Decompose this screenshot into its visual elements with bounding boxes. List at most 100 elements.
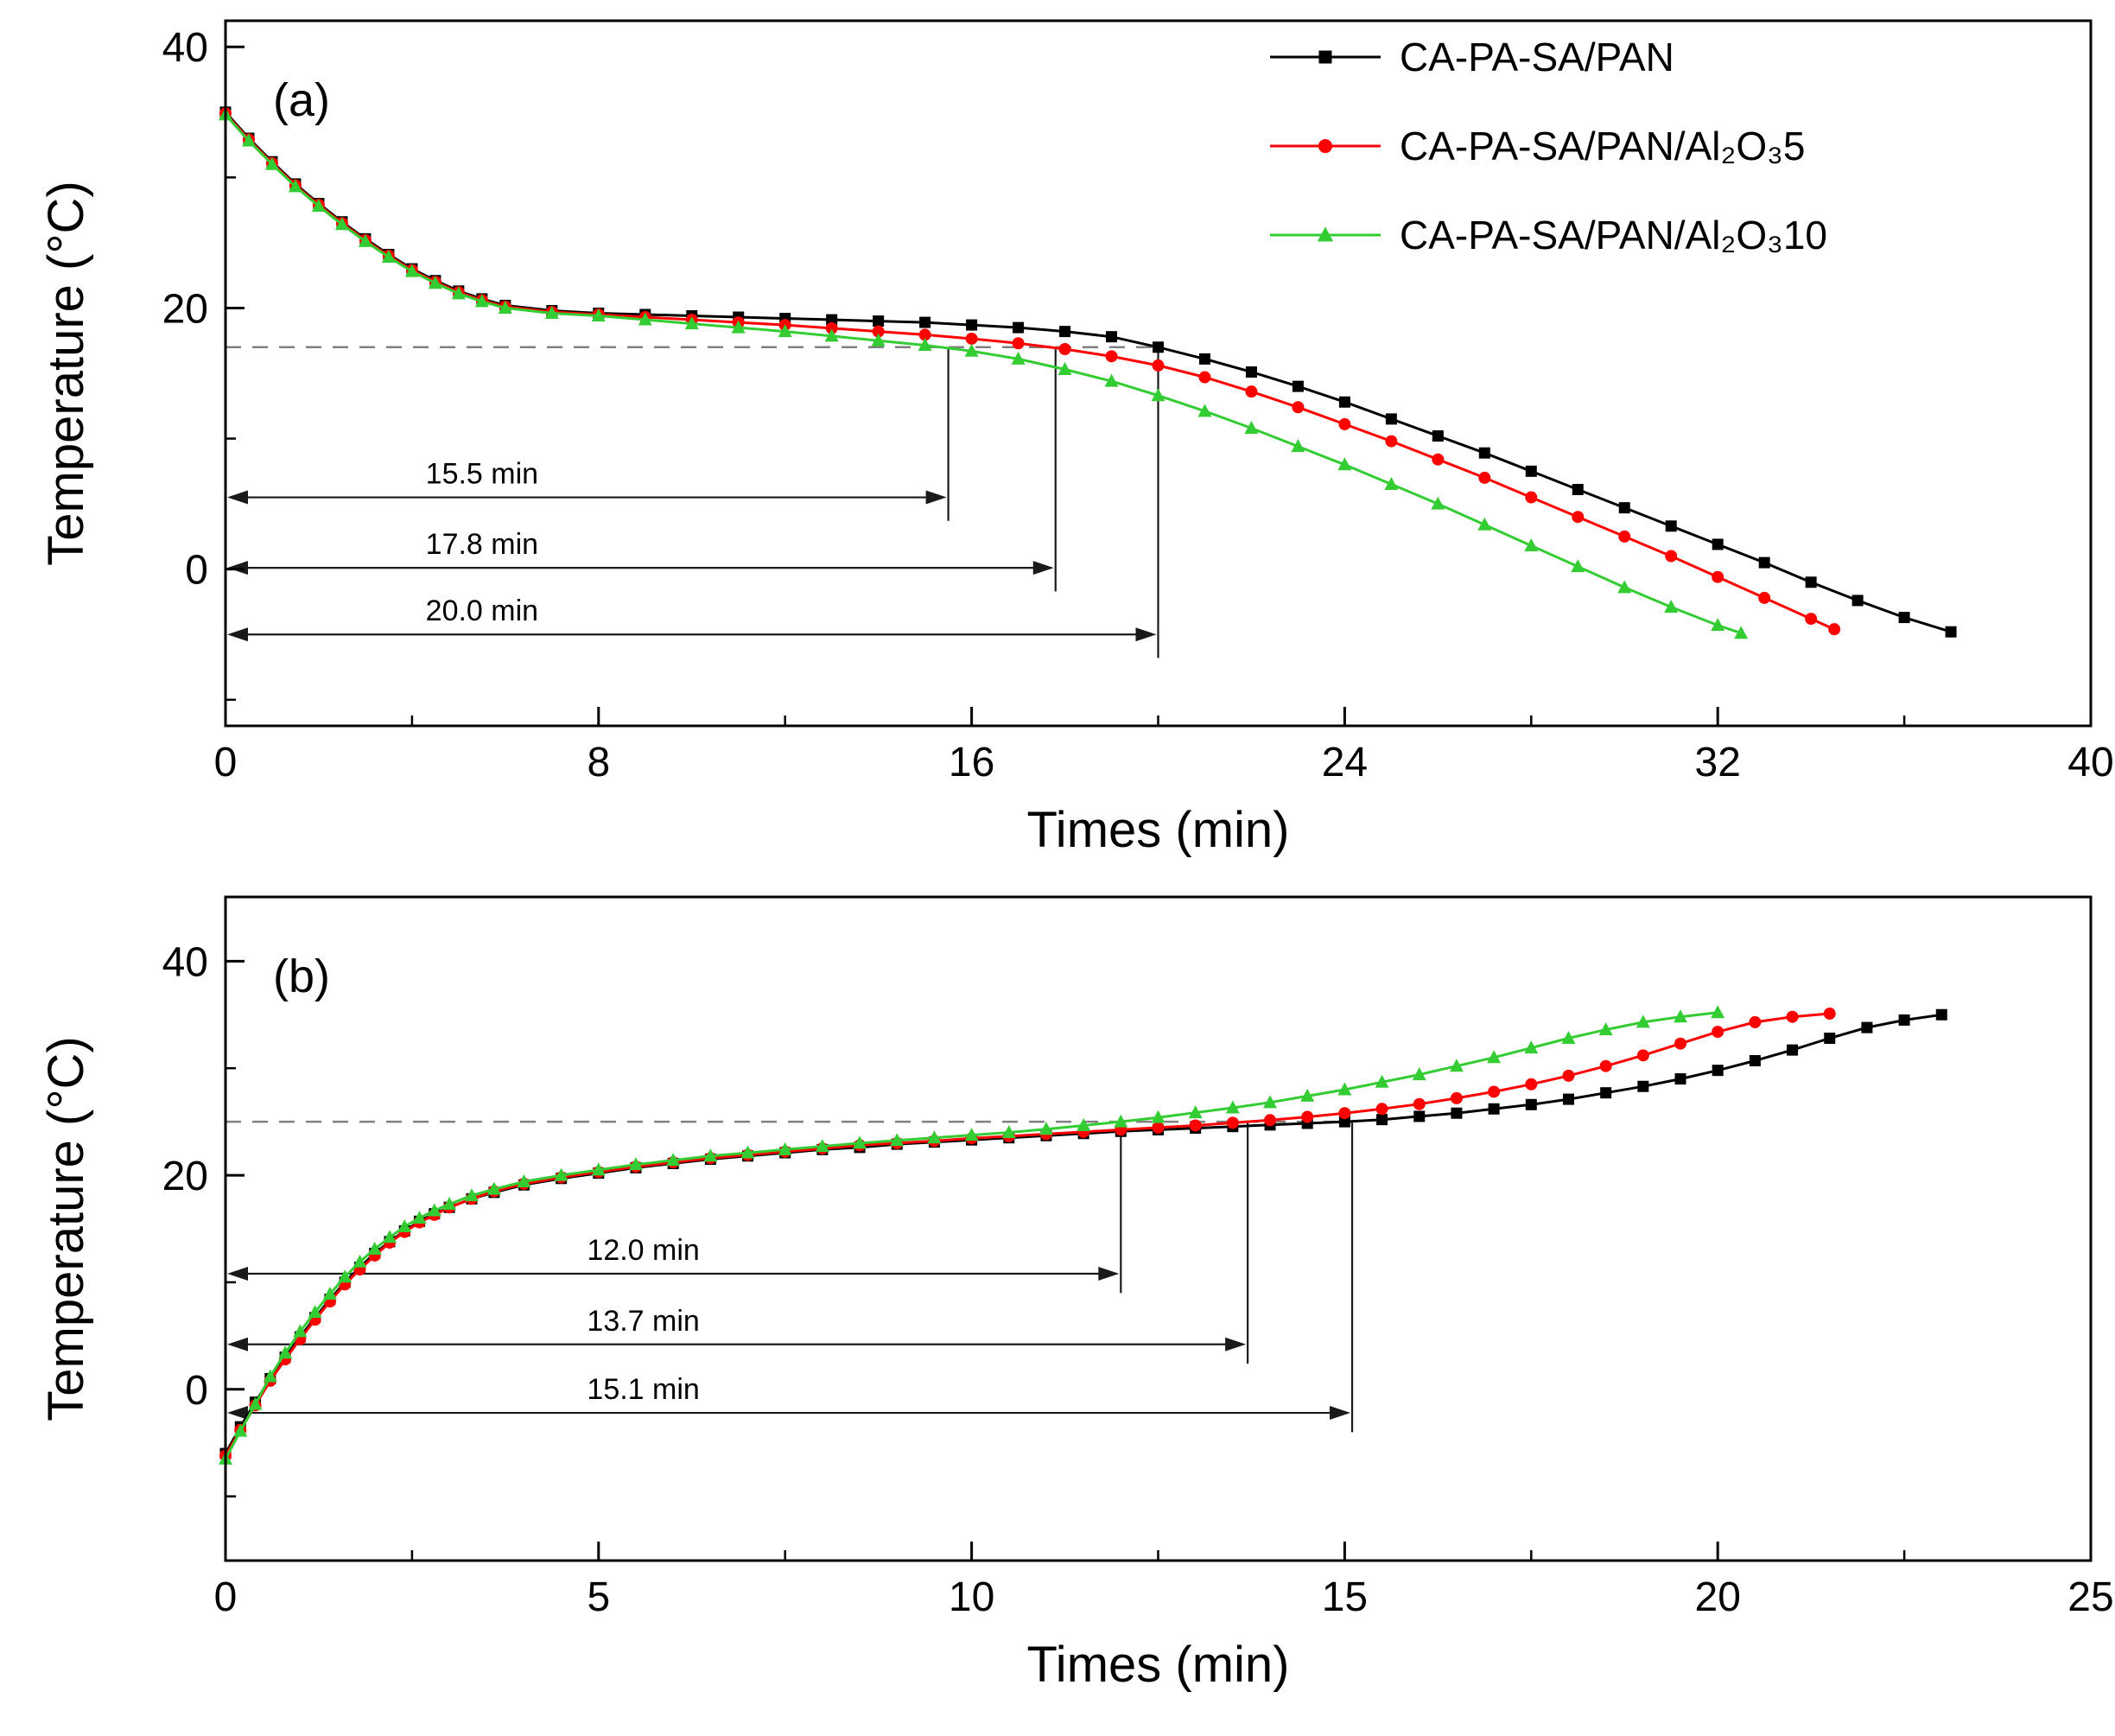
square-marker: [1898, 612, 1910, 624]
circle-marker: [1338, 417, 1351, 430]
circle-marker: [1301, 1110, 1314, 1123]
triangle-marker: [1225, 1100, 1240, 1114]
arrowhead-left-icon: [227, 490, 248, 505]
x-tick-label: 15: [1322, 1574, 1368, 1620]
triangle-marker: [591, 1162, 606, 1176]
circle-marker: [1749, 1015, 1762, 1028]
circle-marker: [1665, 550, 1678, 563]
square-marker: [826, 314, 838, 326]
circle-marker: [1058, 343, 1071, 356]
y-tick-label: 40: [162, 939, 208, 985]
x-axis-title: Times (min): [1027, 802, 1290, 858]
triangle-marker: [853, 1135, 867, 1149]
circle-marker: [1712, 570, 1724, 583]
circle-marker: [1245, 385, 1258, 398]
circle-marker: [872, 325, 885, 338]
triangle-marker: [442, 1197, 457, 1211]
square-marker: [1318, 50, 1332, 64]
x-tick-label: 32: [1695, 740, 1741, 785]
x-tick-label: 8: [587, 740, 610, 785]
circle-marker: [1226, 1116, 1239, 1129]
triangle-marker: [740, 1145, 755, 1159]
triangle-marker: [1598, 1022, 1613, 1036]
triangle-marker: [1664, 599, 1679, 613]
square-marker: [1600, 1087, 1612, 1099]
square-marker: [1674, 1073, 1686, 1085]
triangle-marker: [778, 324, 792, 338]
triangle-marker: [871, 333, 886, 347]
square-marker: [1851, 595, 1864, 607]
triangle-marker: [338, 1269, 352, 1283]
triangle-marker: [427, 1203, 441, 1217]
square-marker: [1525, 465, 1537, 477]
triangle-marker: [731, 320, 746, 334]
panel-a: 15.5 min 17.8 min 20.0 min 0 8 16 24 32 40 0 20 40 T…: [38, 19, 2114, 858]
triangle-marker: [451, 286, 466, 300]
square-marker: [1787, 1044, 1799, 1056]
square-marker: [1525, 1098, 1537, 1110]
circle-marker: [1152, 1121, 1165, 1134]
triangle-marker: [544, 305, 559, 319]
arrowhead-right-icon: [1098, 1267, 1120, 1281]
square-marker: [1488, 1103, 1500, 1115]
y-tick-label: 0: [185, 548, 208, 594]
arrowhead-right-icon: [1135, 627, 1157, 642]
square-marker: [1712, 1065, 1724, 1077]
triangle-marker: [464, 1188, 479, 1202]
square-marker: [1478, 447, 1490, 459]
triangle-marker: [1151, 388, 1165, 402]
circle-marker: [1385, 435, 1398, 448]
triangle-marker: [964, 1128, 979, 1141]
triangle-marker: [1001, 1125, 1016, 1139]
triangle-marker: [1337, 1082, 1352, 1096]
triangle-marker: [1317, 226, 1334, 242]
square-marker: [1413, 1110, 1426, 1122]
panel-label: (a): [273, 74, 330, 126]
series-line: [224, 1011, 1718, 1460]
triangle-marker: [628, 1157, 643, 1171]
triangle-marker: [964, 343, 979, 357]
circle-marker: [1264, 1114, 1277, 1127]
square-marker: [1106, 331, 1118, 343]
circle-marker: [1525, 491, 1538, 504]
circle-marker: [1712, 1026, 1724, 1039]
circle-marker: [965, 332, 978, 345]
circle-marker: [1478, 471, 1491, 484]
triangle-marker: [248, 1396, 263, 1410]
triangle-marker: [591, 308, 606, 322]
triangle-marker: [498, 300, 512, 314]
triangle-marker: [334, 217, 349, 231]
x-tick-label: 40: [2067, 740, 2113, 785]
triangle-marker: [1038, 1122, 1053, 1135]
circle-marker: [1823, 1008, 1836, 1021]
triangle-marker: [264, 156, 279, 170]
triangle-marker: [1734, 626, 1749, 639]
triangle-marker: [1449, 1059, 1464, 1072]
triangle-marker: [358, 233, 372, 247]
arrowhead-right-icon: [1032, 561, 1054, 575]
triangle-marker: [1487, 1050, 1502, 1064]
legend-label: CA-PA-SA/PAN/Al₂O₃10: [1400, 213, 1827, 258]
triangle-marker: [474, 294, 489, 308]
circle-marker: [1572, 511, 1585, 524]
triangle-marker: [1151, 1110, 1165, 1123]
circle-marker: [1828, 623, 1841, 636]
circle-marker: [1338, 1107, 1351, 1120]
circle-marker: [1786, 1010, 1799, 1023]
triangle-marker: [293, 1324, 308, 1338]
y-tick-label: 0: [185, 1368, 208, 1414]
square-marker: [1198, 353, 1210, 365]
series-ca-pa-sa-pan-al2o3-10: [219, 1005, 1725, 1465]
plot-frame: [224, 895, 2093, 1562]
triangle-marker: [233, 1423, 248, 1437]
circle-marker: [1758, 591, 1771, 604]
square-marker: [1385, 413, 1397, 425]
square-marker: [1618, 502, 1630, 514]
triangle-marker: [263, 1369, 277, 1383]
circle-marker: [1189, 1119, 1202, 1132]
triangle-marker: [397, 1219, 412, 1233]
arrowhead-left-icon: [227, 1267, 248, 1281]
square-marker: [1637, 1080, 1649, 1092]
triangle-marker: [1524, 537, 1539, 551]
triangle-marker: [1674, 1009, 1688, 1023]
